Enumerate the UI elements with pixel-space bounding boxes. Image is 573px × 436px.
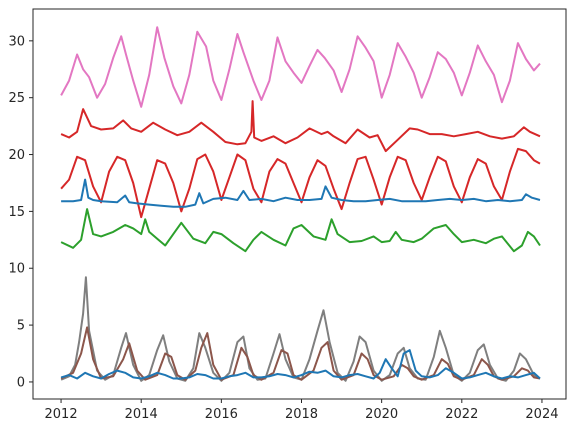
x-tick-label: 2018 xyxy=(285,407,318,422)
x-tick-label: 2012 xyxy=(45,407,78,422)
y-tick-label: 30 xyxy=(8,34,25,49)
y-tick-label: 15 xyxy=(8,205,25,220)
x-tick-label: 2016 xyxy=(205,407,238,422)
series-line-3 xyxy=(60,147,541,219)
x-tick-label: 2020 xyxy=(365,407,398,422)
series-line-7 xyxy=(60,326,541,381)
plot-background xyxy=(33,9,566,399)
y-tick-label: 5 xyxy=(17,319,25,334)
axes-layer: 2012 2014 2016 2018 2020 2022 2024 0 5 10 15 20 25 30 xyxy=(8,34,558,422)
series-line-8 xyxy=(60,349,541,380)
series-line-2 xyxy=(60,100,541,153)
series-line-5 xyxy=(60,208,541,253)
x-tick-label: 2014 xyxy=(125,407,158,422)
y-tick-label: 10 xyxy=(8,262,25,277)
series-layer xyxy=(60,26,541,382)
y-tick-label: 0 xyxy=(17,375,25,390)
y-tick-label: 20 xyxy=(8,148,25,163)
x-tick-label: 2024 xyxy=(525,407,558,422)
plot-frame xyxy=(32,8,567,400)
y-tick-label: 25 xyxy=(8,91,25,106)
x-tick-label: 2022 xyxy=(445,407,478,422)
series-line-1 xyxy=(60,26,541,108)
series-line-4 xyxy=(61,178,541,208)
